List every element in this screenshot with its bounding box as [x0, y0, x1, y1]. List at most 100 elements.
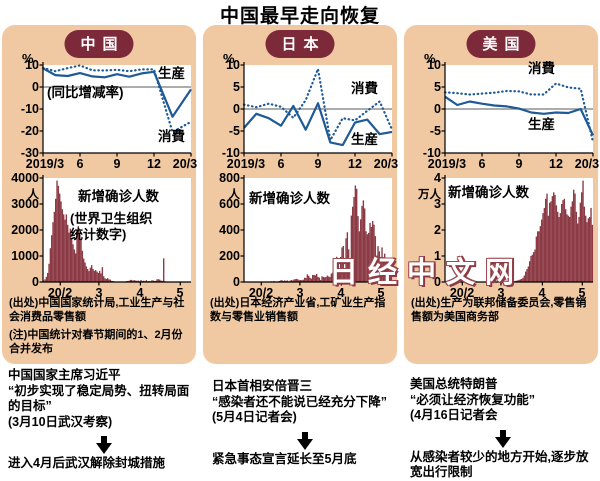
x-tick-label: 3 — [296, 286, 304, 300]
y-tick-label: 4 — [434, 171, 441, 185]
y-tick-label: 0 — [233, 102, 240, 116]
x-tick-label: 20/2 — [449, 286, 475, 300]
x-tick-label: 3 — [95, 286, 103, 300]
china-production-label: 生産 — [158, 66, 185, 81]
y-tick-label: 1000 — [11, 249, 39, 263]
x-tick-label: 4 — [337, 286, 345, 300]
y-tick-label: 0 — [233, 275, 240, 289]
us-badge: 美国 — [466, 30, 536, 58]
y-unit-label: 人 — [27, 189, 40, 201]
china-who-note: (世界卫生组织 统计数字) — [70, 211, 153, 242]
x-tick-label: 3 — [497, 286, 505, 300]
y-tick-label: 10 — [25, 58, 39, 72]
japan-source-text: (出处)日本经济产业省,工矿业生产指数与零售业销售额 — [210, 297, 386, 323]
x-tick-label: 20/3 — [373, 157, 399, 171]
us-consumption-label: 消費 — [528, 61, 555, 76]
japan-source-note: (出处)日本经济产业省,工矿业生产指数与零售业销售额 — [210, 297, 393, 324]
y-tick-label: 0 — [434, 102, 441, 116]
footnote-china-result: 进入4月后武汉解除封城措施 — [8, 456, 165, 470]
x-tick-label: 4 — [538, 286, 546, 300]
footnote-us-result: 从感染者较少的地方开始,逐步放宽出行限制 — [410, 449, 589, 480]
footnote-us-who: 美国总统特朗普 — [410, 377, 498, 391]
y-tick-label: 0 — [32, 80, 39, 94]
plot-area — [240, 62, 394, 157]
y-tick-label: 200 — [219, 249, 240, 263]
y-tick-label: -10 — [221, 146, 240, 160]
china-bar-title: 新增确诊人数 — [78, 189, 159, 204]
china-bar-chart: 4000 3000 2000 1000 0 人 20/2 3 4 5 — [2, 171, 196, 302]
us-bar-title: 新增确诊人数 — [448, 185, 529, 200]
footnote-us-source: (4月16日记者会 — [410, 408, 498, 422]
japan-line-chart: 10 5 0 -5 -10 2019/3 6 9 12 20/3 — [203, 58, 399, 173]
x-tick-label: 20/2 — [47, 286, 73, 300]
footnote-us-quote: “必须让经济恢复功能” — [410, 392, 536, 407]
x-tick-label: 5 — [578, 286, 586, 300]
y-tick-label: 10 — [226, 58, 240, 72]
plot-area — [240, 175, 393, 286]
us-pct-label: % — [424, 51, 436, 66]
x-tick-label: 12 — [348, 157, 362, 171]
footnote-us: 美国总统特朗普 “必须让经济恢复功能” (4月16日记者会 从感染者较少的地方开… — [410, 368, 596, 481]
plot-area — [441, 175, 594, 286]
x-tick-label: 9 — [515, 157, 523, 171]
y-tick-label: 5 — [233, 80, 240, 94]
us-bar-chart: 4 3 2 1 0 万人 20/2 3 4 5 — [404, 171, 598, 302]
footnote-china-who: 中国国家主席习近平 — [8, 368, 121, 382]
x-tick-label: 12 — [147, 157, 161, 171]
x-tick-label: 6 — [478, 157, 486, 171]
japan-badge: 日本 — [265, 30, 335, 58]
x-tick-label: 2019/3 — [25, 157, 65, 171]
china-source-note: (出处)中国国家统计局,工业生产与社会消费品零售额 (注)中国统计对春节期间的1… — [9, 297, 192, 356]
x-tick-label: 9 — [314, 157, 322, 171]
y-tick-label: -30 — [20, 146, 39, 160]
x-tick-label: 6 — [76, 157, 84, 171]
y-tick-label: -10 — [422, 146, 441, 160]
down-arrow-icon — [297, 431, 313, 450]
china-source-text: (出处)中国国家统计局,工业生产与社会消费品零售额 — [9, 297, 185, 323]
china-pct-label: % — [22, 51, 34, 66]
page-title: 中国最早走向恢复 — [219, 6, 380, 27]
us-line-chart: 10 5 0 -5 -10 2019/3 6 9 12 20/3 — [404, 58, 600, 173]
y-tick-label: 0 — [434, 275, 441, 289]
x-tick-label: 2019/3 — [226, 157, 266, 171]
x-tick-label: 12 — [549, 157, 563, 171]
x-tick-label: 2019/3 — [427, 157, 467, 171]
panel-china: 中国 % 10 0 -10 -20 -30 2019/3 6 9 12 20/3 (同比增减率) … — [2, 25, 198, 364]
panel-japan: 日本 % 10 5 0 -5 -10 2019/3 6 9 12 20/3 消費 生産 800 60… — [203, 25, 399, 364]
footnote-china-source: (3月10日武汉考察) — [8, 414, 113, 429]
china-badge: 中国 — [64, 30, 134, 58]
footnote-china-quote: “初步实现了稳定局势、扭转局面的目标” — [8, 383, 190, 414]
x-tick-label: 5 — [176, 286, 184, 300]
y-tick-label: 800 — [219, 171, 240, 185]
y-tick-label: 1 — [434, 249, 441, 263]
y-tick-label: 5 — [434, 80, 441, 94]
china-consumption-label: 消費 — [158, 129, 185, 144]
us-production-label: 生産 — [528, 117, 555, 132]
footnote-japan-result: 紧急事态宣言延长至5月底 — [212, 451, 357, 466]
x-tick-label: 20/3 — [574, 157, 600, 171]
y-tick-label: 2 — [434, 223, 441, 237]
us-source-note: (出处)生产为联邦储备委员会,零售销售额为美国商务部 — [411, 297, 594, 324]
footnote-japan: 日本首相安倍晋三 “感染者还不能说已经充分下降” (5月4日记者会) 紧急事态宣… — [212, 368, 398, 467]
down-arrow-icon — [96, 436, 112, 454]
y-tick-label: -20 — [20, 124, 39, 138]
y-tick-label: -5 — [228, 124, 240, 138]
y-tick-label: 4000 — [11, 171, 39, 185]
japan-pct-label: % — [223, 51, 235, 66]
x-tick-label: 6 — [277, 157, 285, 171]
y-tick-label: 3000 — [11, 197, 39, 211]
y-tick-label: -10 — [20, 102, 39, 116]
x-tick-label: 9 — [113, 157, 121, 171]
x-tick-label: 20/3 — [172, 157, 198, 171]
y-tick-label: 2000 — [11, 223, 39, 237]
y-unit-label: 人 — [228, 189, 241, 201]
footnote-japan-quote: “感染者还不能说已经充分下降” — [212, 394, 388, 409]
x-tick-label: 20/2 — [248, 286, 274, 300]
footnote-china: 中国国家主席习近平 “初步实现了稳定局势、扭转局面的目标” (3月10日武汉考察… — [8, 368, 200, 472]
china-stat-note: (注)中国统计对春节期间的1、2月份合并发布 — [9, 329, 183, 355]
y-tick-label: 10 — [427, 58, 441, 72]
y-tick-label: -5 — [429, 124, 441, 138]
down-arrow-icon — [495, 429, 511, 448]
y-tick-label: 0 — [32, 275, 39, 289]
